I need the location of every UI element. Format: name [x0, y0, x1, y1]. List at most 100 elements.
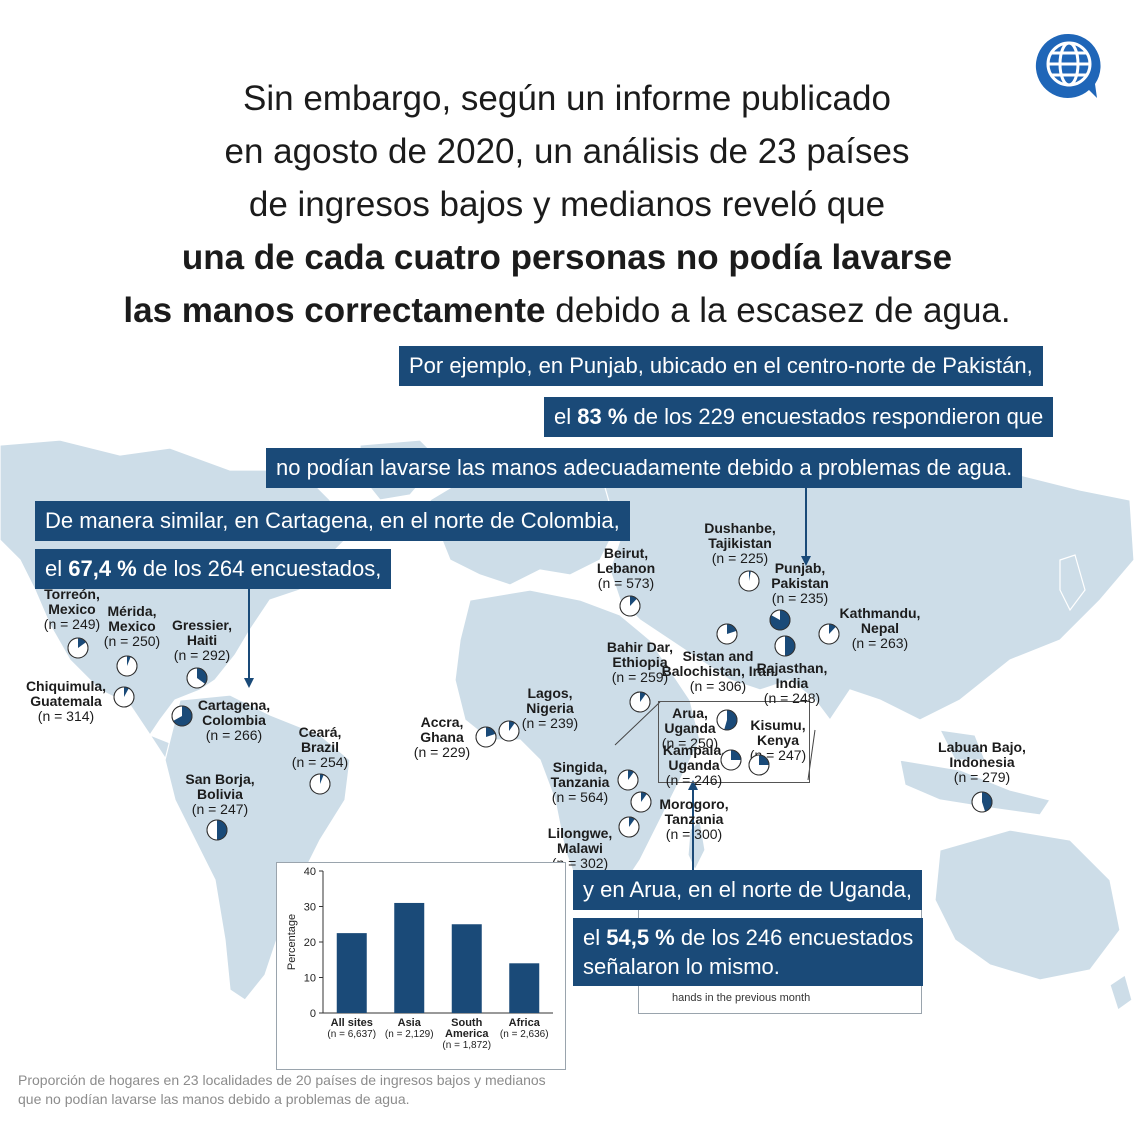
site-label: Accra, Ghana (n = 229) [414, 715, 470, 760]
pie-slice [509, 721, 515, 731]
callout-punjab-percent: 83 % [577, 404, 628, 429]
site-sample-size: (n = 247) [191, 801, 249, 817]
pie-outline [630, 791, 652, 813]
pie-outline [475, 726, 497, 748]
site-sample-size: (n = 254) [291, 754, 349, 770]
site-country: Nigeria [526, 700, 574, 716]
site-country: Pakistan [771, 575, 829, 591]
site-country: Kenya [756, 732, 800, 748]
pie-slice [127, 656, 131, 666]
site-sample-size: (n = 259) [611, 669, 669, 685]
headline-line-5: las manos correctamente debido a la esca… [40, 284, 1094, 337]
site-sample-size: (n = 314) [37, 708, 95, 724]
site-sample-size: (n = 248) [763, 690, 821, 706]
site-country: Balochistan, Iran [661, 663, 775, 679]
site-label: Bahir Dar, Ethiopia (n = 259) [607, 640, 673, 685]
site-pie [498, 720, 520, 742]
callout-arua-line-2-post: de los 246 encuestados [674, 925, 914, 950]
site-pie [617, 769, 639, 791]
site-name: Beirut, [603, 545, 649, 561]
y-tick-label: 0 [310, 1008, 316, 1020]
south-america-shape [164, 694, 351, 1001]
site-country: Haiti [186, 632, 218, 648]
site-pie [113, 686, 135, 708]
pie-slice [320, 774, 324, 784]
pie-outline [716, 709, 738, 731]
callout-arua-block: el 54,5 % de los 246 encuestados señalar… [573, 918, 924, 986]
site-sample-size: (n = 229) [413, 744, 471, 760]
site-name: Morogoro, [659, 796, 729, 812]
callout-arua-line-2-pre: el [583, 925, 607, 950]
site-sample-size: (n = 279) [953, 769, 1011, 785]
site-country: Ethiopia [612, 654, 668, 670]
bar [336, 933, 367, 1013]
pie-slice [630, 596, 637, 606]
site-pie [475, 726, 497, 748]
site-name: Kathmandu, [839, 605, 921, 621]
site-label: Gressier, Haiti (n = 292) [172, 618, 232, 663]
site-name: Chiquimula, [25, 678, 107, 694]
caption-line-2: que no podían lavarse las manos debido a… [18, 1091, 410, 1107]
pie-slice [124, 687, 129, 697]
site-name: Accra, [420, 714, 464, 730]
site-sample-size: (n = 246) [665, 772, 723, 788]
site-sample-size: (n = 250) [103, 633, 161, 649]
pie-outline [818, 623, 840, 645]
site-label: Mérida, Mexico (n = 250) [104, 604, 160, 649]
x-tick-label: (n = 2,129) [385, 1029, 434, 1040]
callout-punjab-line-2: el 83 % de los 229 encuestados respondie… [544, 397, 1054, 437]
caption-line-1: Proporción de hogares en 23 localidades … [18, 1072, 546, 1088]
headline-line-3: de ingresos bajos y medianos reveló que [248, 185, 886, 224]
site-sample-size: (n = 292) [173, 647, 231, 663]
x-tick-label: Asia [398, 1017, 422, 1029]
pie-outline [619, 595, 641, 617]
y-axis-label: Percentage [286, 914, 298, 970]
y-tick-label: 40 [304, 866, 316, 878]
pie-outline [309, 773, 331, 795]
y-tick-label: 10 [304, 973, 316, 985]
pie-slice [628, 770, 634, 780]
pie-outline [113, 686, 135, 708]
pie-outline [774, 635, 796, 657]
pie-slice [785, 636, 795, 656]
callout-punjab-line-1: Por ejemplo, en Punjab, ubicado en el ce… [399, 346, 1043, 386]
site-country: Indonesia [949, 754, 1015, 770]
site-pie [716, 709, 738, 731]
pie-slice [173, 706, 193, 726]
globe-logo-icon [1035, 33, 1101, 99]
site-label: Arua, Uganda (n = 250) [662, 706, 718, 751]
headline-line-5-rest: debido a la escasez de agua. [545, 291, 1011, 330]
pie-outline [769, 609, 791, 631]
site-sample-size: (n = 250) [661, 735, 719, 751]
site-label: Punjab, Pakistan (n = 235) [771, 561, 829, 606]
inset-bar-chart: 0 10 20 30 40 Percentage All sites (n = 6,637) A… [276, 862, 566, 1070]
site-pie [116, 655, 138, 677]
site-sample-size: (n = 225) [711, 550, 769, 566]
site-country: Lebanon [596, 560, 656, 576]
site-label: Rajasthan, India (n = 248) [757, 661, 828, 706]
x-tick-label: America [445, 1028, 489, 1040]
pie-slice [770, 610, 791, 630]
pie-outline [748, 754, 770, 776]
callout-cartagena-line-2-post: de los 264 encuestados, [136, 556, 382, 581]
site-country: Bolivia [197, 786, 243, 802]
site-name: Singida, [552, 759, 608, 775]
site-pie [309, 773, 331, 795]
pie-outline [738, 570, 760, 592]
site-sample-size: (n = 300) [665, 826, 723, 842]
bar [509, 963, 540, 1013]
x-tick-label: South [451, 1017, 482, 1029]
site-pie [67, 637, 89, 659]
pie-outline [618, 816, 640, 838]
site-label: Lagos, Nigeria (n = 239) [522, 686, 578, 731]
site-pie [171, 705, 193, 727]
site-country: Ghana [420, 729, 464, 745]
callout-punjab-line-2-pre: el [554, 404, 578, 429]
bar-chart-svg: 0 10 20 30 40 Percentage All sites(n = 6,637) A… [286, 866, 553, 1051]
site-label: Kathmandu, Nepal (n = 263) [840, 606, 921, 651]
pie-slice [731, 750, 741, 760]
callout-punjab-line-2-post: de los 229 encuestados respondieron que [627, 404, 1044, 429]
pie-outline [206, 819, 228, 841]
site-country: Mexico [48, 601, 96, 617]
site-label: Chiquimula, Guatemala (n = 314) [26, 679, 106, 724]
